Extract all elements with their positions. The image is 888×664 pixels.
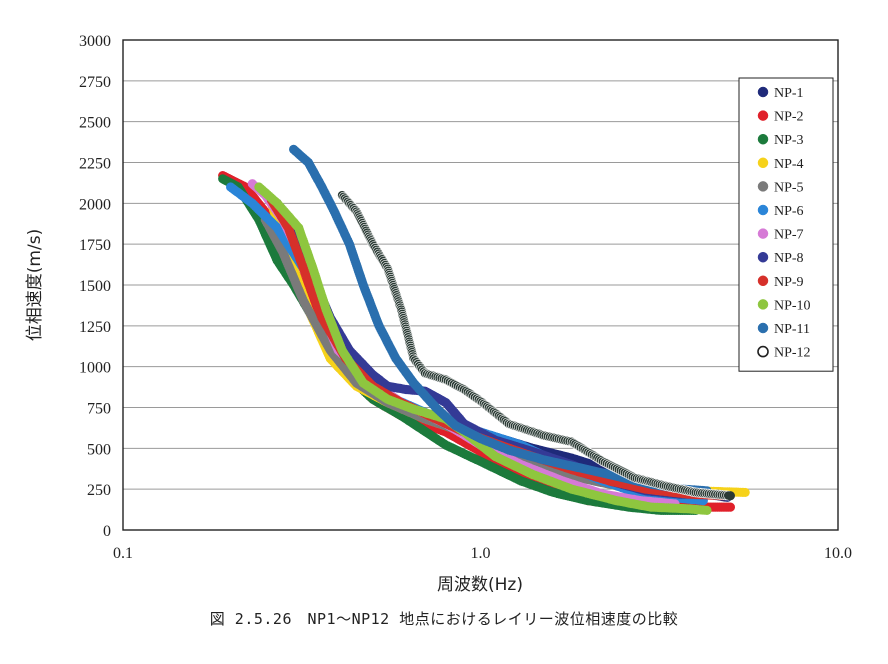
chart: 0 250 500 750 1000 1250 1500 1750 2000 2250 2500 27…: [25, 33, 852, 595]
legend-label: NP-12: [774, 346, 811, 361]
y-tick-label: 2250: [79, 156, 111, 173]
y-tick-label: 3000: [79, 33, 111, 50]
legend-marker: [757, 299, 769, 310]
legend-marker: [757, 275, 769, 287]
y-tick-label: 250: [87, 482, 111, 499]
series-np-11: [289, 144, 712, 496]
legend-marker: [757, 322, 769, 334]
y-tick-label: 500: [87, 441, 111, 458]
legend-label: NP-2: [774, 110, 804, 125]
x-axis-title: 周波数(Hz): [437, 575, 523, 595]
legend-marker: [757, 133, 769, 145]
series-np-10: [254, 182, 712, 515]
plot-area-frame: [122, 39, 839, 531]
figure-caption: 図 2.5.26 NP1～NP12 地点におけるレイリー波位相速度の比較: [209, 610, 679, 628]
legend-label: NP-10: [774, 298, 811, 313]
y-tick-label: 1500: [79, 278, 111, 295]
legend-label: NP-3: [774, 133, 804, 148]
x-tick-label: 0.1: [113, 545, 133, 562]
data-point: [740, 487, 750, 498]
legend-marker: [757, 181, 769, 192]
x-tick-label: 1.0: [471, 545, 491, 562]
legend-marker: [757, 228, 769, 239]
data-point: [702, 505, 712, 515]
legend-label: NP-9: [774, 275, 804, 290]
legend-box: [738, 77, 834, 372]
y-tick-label: 0: [103, 523, 111, 540]
legend-marker: [757, 86, 769, 98]
legend-label: NP-5: [774, 180, 804, 195]
y-axis-title: 位相速度(m/s): [25, 229, 45, 341]
legend-marker: [757, 251, 769, 263]
legend-label: NP-6: [774, 204, 804, 219]
y-tick-label: 2000: [79, 196, 111, 213]
legend-label: NP-8: [774, 251, 804, 266]
x-tick-label: 10.0: [824, 545, 852, 562]
y-tick-label: 1750: [79, 237, 111, 254]
legend-label: NP-11: [774, 322, 810, 337]
data-point: [725, 502, 735, 512]
y-tick-label: 2500: [79, 115, 111, 132]
legend-label: NP-7: [774, 228, 804, 243]
legend-marker: [757, 110, 769, 121]
y-tick-label: 750: [87, 401, 111, 418]
legend: NP-1 NP-2 NP-3 NP-4 NP-5 NP-6 NP-7 NP-8 NP-9 NP-1…: [738, 77, 834, 372]
legend-marker: [757, 204, 769, 216]
legend-marker: [757, 157, 769, 169]
data-point: [725, 491, 735, 501]
x-tick-labels: 0.1 1.0 10.0: [113, 545, 852, 562]
legend-marker: [757, 345, 769, 358]
gridlines: [123, 80, 838, 490]
y-tick-labels: 0 250 500 750 1000 1250 1500 1750 2000 2250 2500 27…: [79, 33, 111, 540]
legend-label: NP-4: [774, 157, 804, 172]
y-tick-label: 1000: [79, 360, 111, 377]
series-group: [218, 144, 750, 515]
series-np-7: [247, 179, 680, 509]
y-tick-label: 2750: [79, 74, 111, 91]
series-np-12: [337, 190, 735, 501]
legend-label: NP-1: [774, 86, 804, 101]
y-tick-label: 1250: [79, 319, 111, 336]
